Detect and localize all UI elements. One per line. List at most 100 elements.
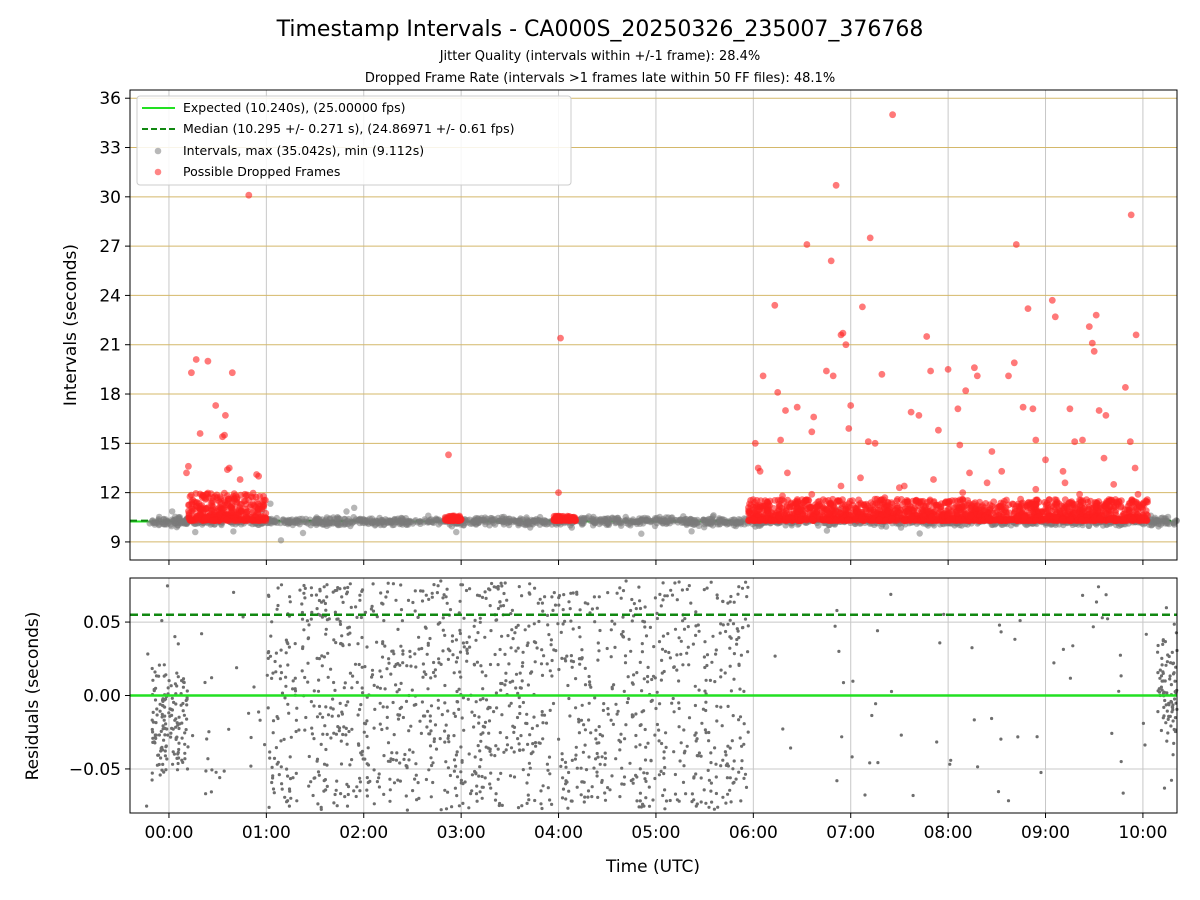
dropped-frame-point	[1079, 436, 1086, 444]
residual-point	[372, 768, 376, 772]
residual-point	[657, 728, 661, 732]
interval-point	[230, 528, 237, 535]
residual-point	[283, 795, 287, 799]
residual-point	[728, 664, 732, 668]
dropped-frame-point	[857, 474, 864, 482]
interval-point	[302, 515, 310, 523]
interval-point	[379, 516, 386, 524]
dropped-frame-point	[753, 497, 761, 504]
residual-point	[481, 785, 485, 789]
residual-point	[455, 656, 460, 660]
residual-point	[675, 798, 680, 802]
interval-point	[517, 515, 524, 522]
residual-point	[280, 691, 285, 695]
residual-point	[556, 622, 560, 626]
residual-point	[726, 792, 730, 796]
dropped-frame-point	[990, 498, 998, 506]
residual-point	[399, 644, 403, 648]
dropped-frame-point	[445, 451, 452, 459]
dropped-frame-point	[1042, 456, 1049, 464]
residual-point	[405, 664, 409, 668]
residual-point	[526, 742, 530, 747]
dropped-frame-point	[564, 513, 572, 521]
residual-point	[726, 704, 730, 709]
dropped-frame-point	[785, 514, 792, 521]
residual-point	[360, 665, 364, 669]
residual-point	[359, 703, 363, 707]
residual-point	[742, 776, 746, 781]
dropped-frame-point	[1012, 241, 1020, 248]
dropped-frame-point	[219, 505, 227, 513]
residual-point	[647, 804, 652, 808]
residual-point	[410, 688, 414, 692]
dropped-frame-point	[842, 341, 850, 349]
residual-point	[564, 797, 568, 801]
residual-point	[552, 591, 556, 595]
residual-point	[411, 789, 415, 793]
dropped-frame-point	[233, 511, 241, 518]
residual-point	[339, 739, 343, 743]
residual-point	[741, 625, 745, 630]
residual-point	[427, 597, 431, 602]
residual-point	[365, 734, 369, 739]
dropped-frame-point	[954, 405, 962, 413]
residual-point	[514, 686, 518, 690]
interval-point	[651, 522, 659, 530]
dropped-frame-point	[930, 498, 938, 505]
residual-point	[381, 705, 385, 709]
residual-point	[335, 804, 339, 808]
residual-point	[646, 680, 650, 684]
residual-point	[685, 587, 689, 592]
dropped-frame-point	[837, 482, 845, 490]
residual-point	[387, 661, 391, 665]
residual-point	[504, 748, 508, 752]
interval-point	[424, 519, 432, 526]
residual-point	[488, 604, 492, 608]
residual-point	[489, 753, 493, 757]
residual-point	[329, 667, 333, 671]
residual-point	[673, 792, 678, 796]
residual-point	[600, 755, 604, 759]
dropped-frame-point	[998, 467, 1006, 475]
residual-point	[446, 709, 450, 713]
residual-point	[732, 600, 736, 604]
dropped-frame-point	[908, 513, 916, 521]
residual-point	[324, 627, 328, 631]
residual-point	[603, 756, 608, 760]
residual-point	[714, 775, 718, 779]
dropped-frame-point	[1017, 495, 1024, 503]
residual-point	[499, 581, 503, 585]
residual-point	[679, 741, 683, 745]
residual-point	[721, 599, 725, 604]
legend-intervals-marker	[154, 147, 162, 155]
residual-point	[418, 719, 422, 723]
residual-point	[494, 691, 498, 695]
residual-point	[325, 784, 329, 789]
residual-point	[746, 585, 750, 589]
residual-point	[436, 706, 440, 710]
interval-point	[517, 519, 524, 527]
residual-point	[702, 788, 706, 792]
residual-point	[504, 679, 508, 683]
dropped-frame-point	[1095, 407, 1103, 414]
residual-point	[408, 748, 412, 752]
intervals-y-tick-label: 27	[99, 237, 121, 257]
residual-point	[701, 707, 706, 711]
interval-point	[500, 518, 507, 525]
interval-point	[1157, 515, 1165, 522]
dropped-frame-point	[241, 490, 249, 498]
residual-point	[746, 730, 750, 734]
residual-point	[330, 714, 334, 718]
residual-point	[547, 633, 551, 637]
dropped-frame-point	[928, 513, 936, 521]
residual-point	[646, 741, 650, 745]
residual-point	[618, 795, 622, 799]
residual-point	[475, 799, 479, 803]
residual-point	[742, 742, 746, 746]
residual-point	[707, 730, 711, 735]
residual-point	[425, 725, 429, 729]
dropped-frame-point	[896, 484, 903, 492]
dropped-frame-point	[1009, 500, 1016, 508]
residual-point	[323, 724, 327, 728]
residual-point	[569, 654, 574, 658]
